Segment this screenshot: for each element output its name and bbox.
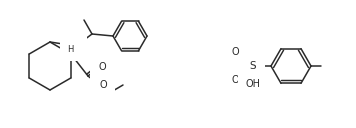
Text: O: O xyxy=(231,75,239,85)
Text: H: H xyxy=(67,45,73,55)
Text: S: S xyxy=(250,61,256,71)
Text: O: O xyxy=(99,80,107,90)
Text: O: O xyxy=(231,47,239,57)
Text: O: O xyxy=(98,62,106,72)
Text: OH: OH xyxy=(246,79,261,89)
Text: N: N xyxy=(72,41,80,51)
